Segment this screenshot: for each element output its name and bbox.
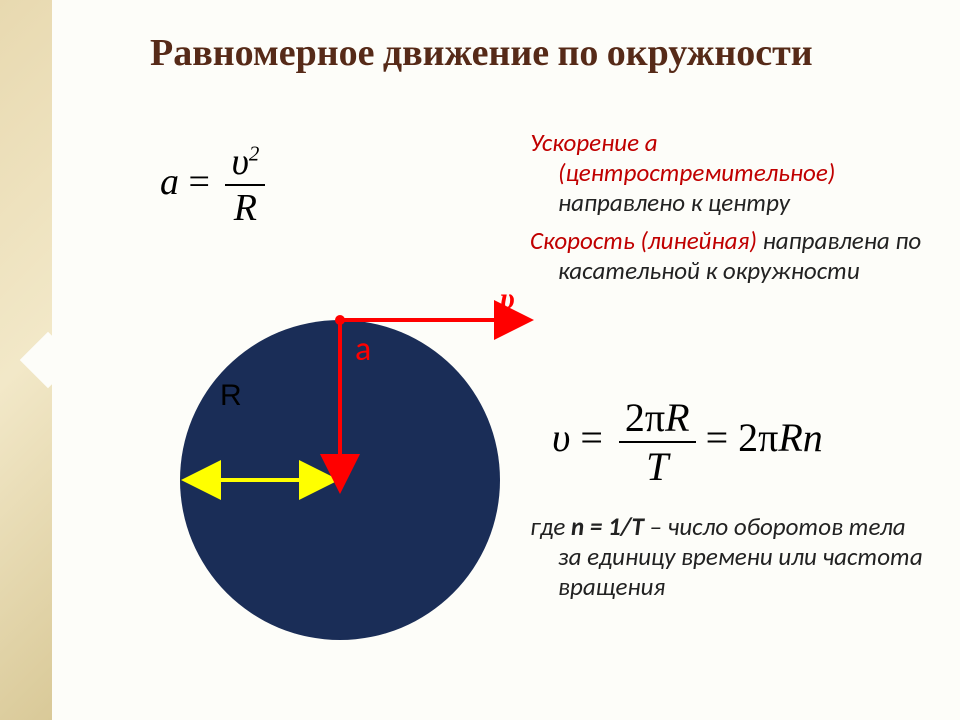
accel-lhs: a xyxy=(160,161,179,203)
vel-paren: (линейная) xyxy=(640,225,757,256)
label-a: а xyxy=(355,329,371,370)
slide-title: Равномерное движение по окружности xyxy=(150,32,813,76)
velocity-formula: υ = 2πR T = 2πRn xyxy=(552,394,823,490)
label-v: υ xyxy=(500,290,515,315)
label-R: R xyxy=(220,379,242,412)
footnote-eq: n = 1/T xyxy=(571,511,644,542)
accel-desc: направлено к центру xyxy=(558,187,790,218)
footnote-prefix: где xyxy=(530,511,571,542)
circle-diagram: R υ а xyxy=(150,290,550,690)
vel-lhs: υ xyxy=(552,415,570,460)
body-point xyxy=(335,315,345,325)
diagram-svg: R υ а xyxy=(150,290,550,690)
footnote-text: где n = 1/T – число оборотов тела за еди… xyxy=(530,512,930,602)
decorative-side-strip xyxy=(0,0,52,720)
accel-heading: Ускорение а xyxy=(530,127,658,158)
accel-paren: (центростремительное) xyxy=(558,157,835,188)
description-text: Ускорение а (центростремительное) направ… xyxy=(530,128,930,294)
acceleration-formula: a = υ2 R xyxy=(160,140,265,230)
vel-heading: Скорость xyxy=(530,225,635,256)
